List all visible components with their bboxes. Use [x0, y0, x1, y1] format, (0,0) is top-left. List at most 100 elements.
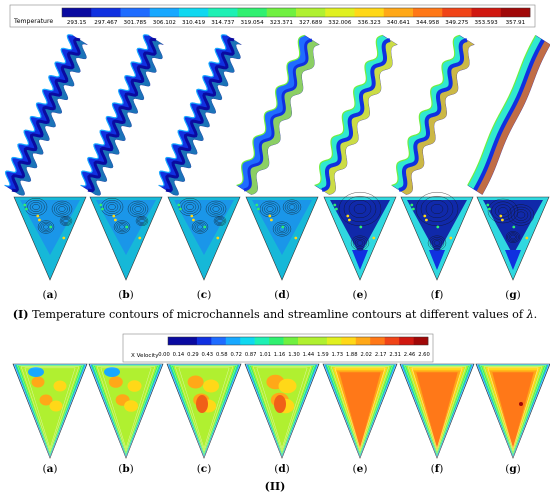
temperature-speck: [49, 225, 53, 229]
streamline: [100, 198, 124, 216]
velocity-contour-line: [174, 366, 234, 452]
streamline: [282, 199, 302, 215]
temperature-speck: [501, 218, 504, 222]
velocity-tick-label: 1.73: [332, 352, 344, 358]
streamline: [415, 192, 459, 226]
channel-hot-wall: [12, 39, 88, 196]
velocity-contour-line: [245, 364, 319, 458]
streamline: [288, 204, 296, 210]
velocity-contour-line: [327, 365, 393, 455]
lower-vortex: [429, 250, 445, 270]
streamline: [430, 204, 444, 214]
streamline: [352, 237, 368, 249]
velocity-color-swatch: [182, 337, 198, 345]
caption-I-symbol: λ: [526, 308, 534, 321]
temperature-speck: [38, 218, 41, 222]
velocity-patch: [31, 376, 45, 388]
velocity-tick-label: 1.30: [288, 352, 300, 358]
streamline: [130, 202, 146, 216]
temperature-color-swatch: [91, 8, 121, 17]
panel-label-c: (c): [197, 463, 212, 475]
temperature-speck: [62, 236, 66, 240]
velocity-tick-label: 0.14: [173, 352, 185, 358]
streamline: [135, 216, 149, 226]
velocity-tick-label: 2.46: [404, 352, 416, 358]
velocity-triangle-d: [244, 363, 320, 459]
streamline: [272, 221, 292, 237]
temperature-tick-label: 349.275: [445, 20, 469, 26]
velocity-contour-line: [24, 367, 76, 449]
lower-vortex: [505, 250, 521, 270]
streamline: [115, 221, 129, 233]
streamline: [429, 237, 445, 249]
velocity-contour-line: [167, 364, 241, 458]
streamline: [59, 216, 73, 226]
streamline: [29, 202, 43, 212]
temperature-color-swatch: [266, 8, 297, 17]
streamline: [507, 232, 519, 242]
streamline-triangle-c: [167, 196, 241, 281]
velocity-color-swatch: [269, 337, 284, 345]
temperature-color-swatch: [413, 8, 443, 17]
low-velocity-zone: [28, 367, 44, 377]
velocity-triangle-c: [166, 363, 242, 459]
channel-hot-wall: [88, 39, 164, 196]
streamline: [181, 200, 199, 214]
streamline: [217, 219, 223, 223]
temperature-speck: [486, 203, 490, 207]
streamline: [51, 200, 73, 218]
channel-core: [11, 37, 81, 193]
velocity-color-swatch: [240, 337, 255, 345]
temperature-tick-label: 336.323: [358, 20, 382, 26]
temperature-color-swatch: [179, 8, 209, 17]
low-velocity-zone: [104, 367, 120, 377]
temperature-speck: [512, 225, 516, 229]
temperature-speck: [268, 214, 272, 218]
velocity-tick-label: 1.16: [274, 352, 286, 358]
velocity-contour-line: [178, 367, 230, 449]
streamline: [119, 224, 125, 230]
velocity-contour-line: [20, 366, 80, 452]
streamline-triangle-f: [400, 192, 474, 281]
microchannel-g: [467, 35, 550, 195]
velocity-tick-label: 2.17: [375, 352, 387, 358]
velocity-peak: [274, 395, 286, 413]
streamline: [338, 192, 382, 226]
streamline: [510, 206, 532, 224]
velocity-core: [492, 372, 534, 448]
streamline: [24, 198, 48, 216]
velocity-patch: [53, 380, 67, 392]
velocity-color-swatch: [341, 337, 357, 345]
velocity-contour-line: [334, 367, 386, 449]
velocity-peak: [519, 402, 523, 406]
temperature-speck: [138, 236, 142, 240]
velocity-contour-line: [411, 367, 463, 449]
temperature-tick-label: 310.419: [182, 20, 206, 26]
lower-vortex: [352, 250, 368, 270]
velocity-triangle-g: [475, 363, 550, 459]
temperature-tick-label: 314.737: [211, 20, 235, 26]
channel-core: [165, 37, 235, 193]
velocity-color-swatch: [370, 337, 385, 345]
panel-label-a: (a): [42, 463, 57, 475]
streamline: [132, 204, 144, 214]
streamline: [513, 209, 529, 221]
temperature-tick-label: 340.641: [387, 20, 411, 26]
streamline: [216, 218, 224, 224]
channel-hot-wall: [166, 39, 242, 196]
velocity-contour-line: [404, 365, 470, 455]
temperature-speck: [179, 207, 182, 211]
velocity-contour-line: [17, 365, 83, 455]
streamline: [56, 204, 68, 214]
streamline: [205, 200, 227, 218]
temperature-speck: [36, 214, 40, 218]
streamline: [498, 207, 508, 215]
streamline: [284, 201, 300, 213]
microchannel-c: [158, 34, 242, 196]
temperature-speck: [255, 203, 259, 207]
velocity-patch: [39, 394, 53, 406]
panel-label-e: (e): [353, 289, 368, 301]
velocity-color-swatch: [355, 337, 371, 345]
velocity-patch: [203, 379, 219, 393]
streamline: [264, 204, 276, 214]
